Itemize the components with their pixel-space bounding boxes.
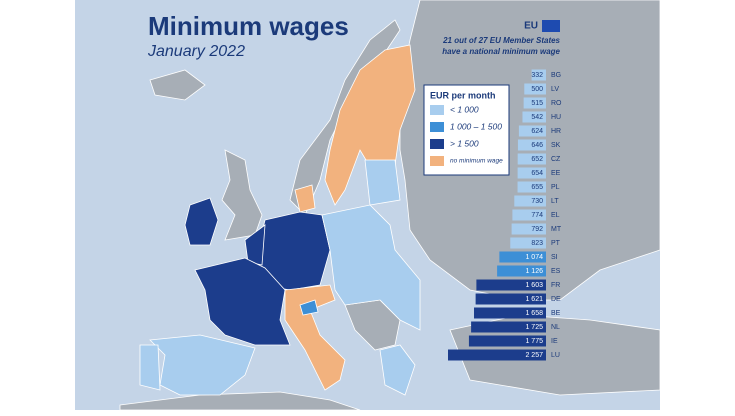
value-label: 1 074 (525, 254, 543, 261)
country-code: IE (551, 338, 558, 345)
bar (510, 237, 546, 249)
country-code: FR (551, 282, 560, 289)
country-code: SI (551, 254, 558, 261)
value-label: 1 603 (525, 282, 543, 289)
country-code: HR (551, 128, 561, 135)
legend-label: no minimum wage (450, 158, 503, 165)
ireland (184, 197, 219, 246)
country-code: HU (551, 114, 561, 121)
legend-swatch (430, 139, 444, 149)
value-label: 2 257 (525, 352, 543, 359)
value-label: 1 126 (525, 268, 543, 275)
bar (517, 181, 546, 193)
value-label: 792 (531, 226, 543, 233)
value-label: 1 775 (525, 338, 543, 345)
bar (476, 279, 546, 291)
legend-swatch (430, 122, 444, 132)
italy-austria (284, 284, 346, 391)
legend-label: 1 000 – 1 500 (450, 121, 502, 131)
bar (522, 111, 546, 123)
country-code: LV (551, 86, 559, 93)
bar (512, 209, 546, 221)
bar (475, 293, 546, 305)
bar (471, 321, 546, 333)
france (194, 257, 291, 346)
value-label: 515 (531, 100, 543, 107)
value-label: 1 725 (525, 324, 543, 331)
title: Minimum wages (148, 11, 349, 41)
country-code: SK (551, 142, 561, 149)
country-code: NL (551, 324, 560, 331)
note-line: have a national minimum wage (442, 47, 560, 56)
bar (517, 167, 546, 179)
country-code: EE (551, 170, 561, 177)
eu-badge: EU (524, 21, 538, 32)
value-label: 1 658 (525, 310, 543, 317)
value-label: 624 (531, 128, 543, 135)
bar (531, 69, 546, 81)
country-code: LT (551, 198, 559, 205)
country-code: ES (551, 268, 561, 275)
country-code: DE (551, 296, 561, 303)
legend-title: EUR per month (430, 90, 496, 100)
value-label: 654 (531, 170, 543, 177)
iceland (149, 69, 206, 101)
country-code: BE (551, 310, 561, 317)
bar (517, 153, 546, 165)
eu-flag (542, 20, 560, 32)
legend-label: < 1 000 (450, 104, 479, 114)
bar (474, 307, 546, 319)
note-line: 21 out of 27 EU Member States (442, 36, 560, 45)
country-code: BG (551, 72, 561, 79)
bar (518, 125, 546, 137)
bar (499, 251, 546, 263)
legend-swatch (430, 105, 444, 115)
bar (497, 265, 546, 277)
slovenia (299, 299, 319, 316)
legend-swatch (430, 156, 444, 166)
denmark (294, 184, 316, 213)
spain (149, 334, 256, 396)
portugal (139, 344, 161, 391)
value-label: 646 (531, 142, 543, 149)
country-code: EL (551, 212, 560, 219)
uk (221, 149, 263, 241)
value-label: 774 (531, 212, 543, 219)
value-label: 332 (531, 72, 543, 79)
bar (448, 349, 546, 361)
value-label: 500 (531, 86, 543, 93)
country-code: RO (551, 100, 562, 107)
value-label: 542 (531, 114, 543, 121)
value-label: 730 (531, 198, 543, 205)
bar (523, 97, 546, 109)
baltics (364, 159, 401, 206)
country-code: PL (551, 184, 560, 191)
country-code: MT (551, 226, 562, 233)
legend-label: > 1 500 (450, 138, 479, 148)
value-label: 823 (531, 240, 543, 247)
bar (511, 223, 546, 235)
country-code: LU (551, 352, 560, 359)
bar (517, 139, 546, 151)
country-code: PT (551, 240, 561, 247)
country-code: CZ (551, 156, 561, 163)
bar (514, 195, 546, 207)
value-label: 655 (531, 184, 543, 191)
value-label: 652 (531, 156, 543, 163)
value-label: 1 621 (525, 296, 543, 303)
benelux (244, 224, 266, 266)
subtitle: January 2022 (147, 43, 245, 60)
greece (379, 344, 416, 396)
central-east (321, 204, 421, 331)
bar (468, 335, 546, 347)
bar (524, 83, 546, 95)
